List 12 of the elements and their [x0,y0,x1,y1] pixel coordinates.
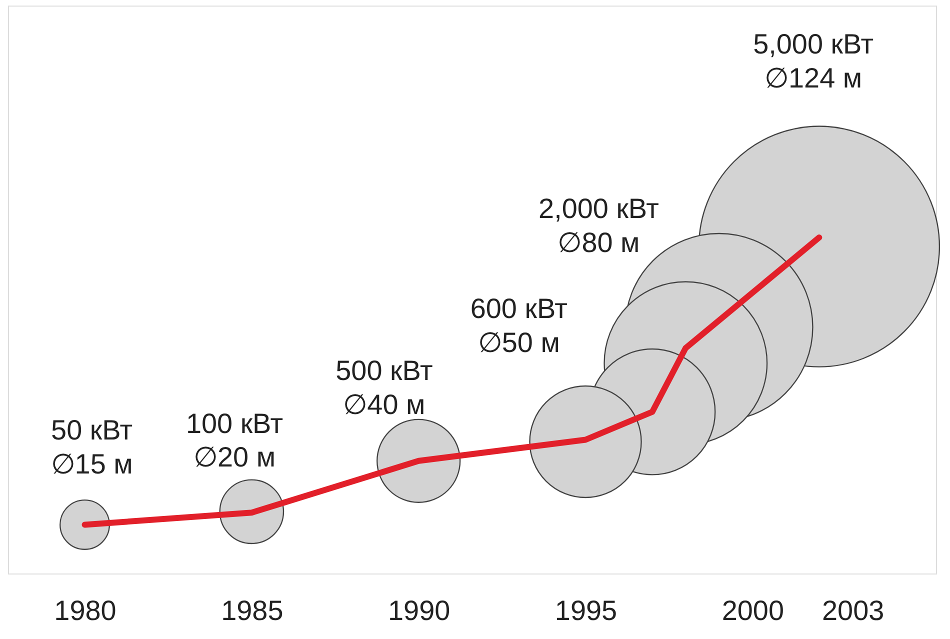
annotation: 50 кВт ∅15 м [50,414,133,480]
annotation: 600 кВт ∅50 м [470,292,568,358]
x-tick-label: 2000 [722,594,784,626]
x-tick-label: 1990 [388,594,450,626]
annotation: 100 кВт ∅20 м [186,408,284,473]
annotation: 500 кВт ∅40 м [336,354,433,420]
x-tick-label: 1995 [554,594,618,626]
text: 5,000 кВт ∅124 м [753,28,874,94]
x-tick-label: 1980 [54,594,116,626]
annotation: 2,000 кВт ∅80 м [538,193,660,258]
x-tick-label: 2003 [822,594,884,626]
x-tick-label: 1985 [221,594,284,626]
